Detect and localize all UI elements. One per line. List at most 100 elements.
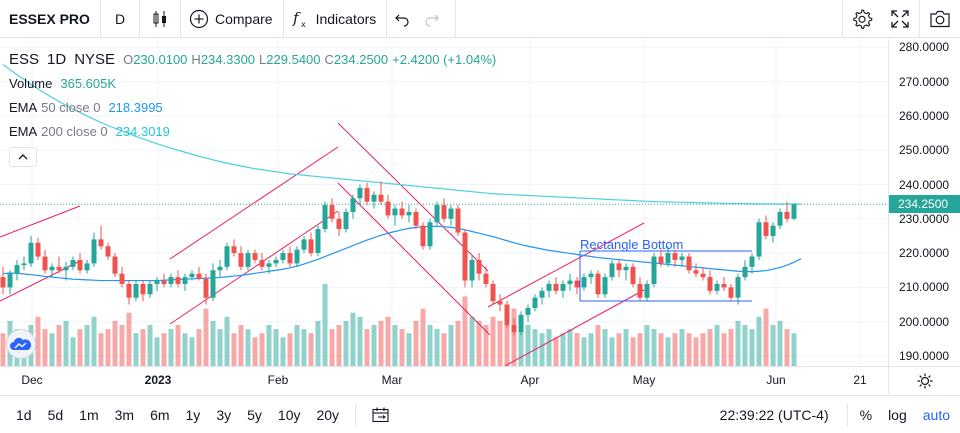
trendline[interactable] bbox=[337, 182, 491, 336]
auto-scale-toggle[interactable]: auto bbox=[922, 407, 950, 423]
candle-body[interactable] bbox=[672, 253, 678, 260]
candle-body[interactable] bbox=[406, 211, 412, 216]
legend-ema200-row[interactable]: EMA 200 close 0 234.3019 bbox=[9, 119, 500, 143]
trendline[interactable] bbox=[487, 222, 645, 308]
candle-body[interactable] bbox=[133, 283, 139, 298]
redo-button[interactable] bbox=[417, 0, 447, 38]
candle-body[interactable] bbox=[497, 301, 503, 305]
legend-collapse-button[interactable] bbox=[9, 147, 37, 167]
candle-body[interactable] bbox=[385, 201, 391, 216]
range-20y-button[interactable]: 20y bbox=[316, 406, 340, 423]
candle-body[interactable] bbox=[49, 266, 55, 271]
candle-body[interactable] bbox=[784, 211, 790, 219]
candle-body[interactable] bbox=[560, 283, 566, 291]
ema200-line[interactable] bbox=[2, 63, 802, 205]
candle-body[interactable] bbox=[119, 273, 125, 284]
candle-body[interactable] bbox=[287, 253, 293, 264]
candle-body[interactable] bbox=[490, 283, 496, 302]
chart-style-button[interactable] bbox=[140, 0, 180, 38]
candle-body[interactable] bbox=[735, 277, 741, 298]
candle-body[interactable] bbox=[707, 277, 713, 291]
candle-body[interactable] bbox=[455, 208, 461, 233]
candle-body[interactable] bbox=[203, 278, 209, 298]
candle-body[interactable] bbox=[168, 277, 174, 284]
candle-body[interactable] bbox=[147, 283, 153, 295]
candle-body[interactable] bbox=[364, 187, 370, 202]
candle-body[interactable] bbox=[182, 277, 188, 284]
range-5d-button[interactable]: 5d bbox=[47, 406, 64, 423]
candle-body[interactable] bbox=[266, 263, 272, 267]
price-axis[interactable]: 190.0000 200.0000 210.0000 220.0000 230.0000… bbox=[888, 39, 960, 366]
candle-body[interactable] bbox=[525, 307, 531, 315]
candle-body[interactable] bbox=[189, 273, 195, 278]
candle-body[interactable] bbox=[126, 283, 132, 298]
trendline[interactable] bbox=[504, 289, 645, 366]
price-chart[interactable] bbox=[0, 39, 888, 366]
candle-body[interactable] bbox=[35, 242, 41, 257]
candle-body[interactable] bbox=[441, 205, 447, 219]
candle-body[interactable] bbox=[700, 273, 706, 278]
candle-body[interactable] bbox=[616, 263, 622, 271]
range-1m-button[interactable]: 1m bbox=[79, 406, 99, 423]
candle-body[interactable] bbox=[245, 253, 251, 267]
candle-body[interactable] bbox=[679, 256, 685, 260]
candle-body[interactable] bbox=[756, 222, 762, 257]
candle-body[interactable] bbox=[70, 259, 76, 267]
candle-body[interactable] bbox=[539, 290, 545, 298]
candle-body[interactable] bbox=[651, 256, 657, 284]
candle-body[interactable] bbox=[476, 259, 482, 274]
candle-body[interactable] bbox=[721, 283, 727, 288]
candle-body[interactable] bbox=[77, 259, 83, 271]
compare-button[interactable]: Compare bbox=[181, 0, 283, 38]
candle-body[interactable] bbox=[357, 187, 363, 199]
fullscreen-button[interactable] bbox=[881, 0, 919, 38]
candle-body[interactable] bbox=[714, 283, 720, 291]
candle-body[interactable] bbox=[770, 225, 776, 236]
settings-button[interactable] bbox=[843, 0, 881, 38]
candle-body[interactable] bbox=[154, 280, 160, 284]
interval-button[interactable]: D bbox=[114, 10, 126, 27]
candle-body[interactable] bbox=[392, 208, 398, 216]
trendline[interactable] bbox=[0, 205, 81, 238]
candle-body[interactable] bbox=[259, 259, 265, 267]
candle-body[interactable] bbox=[728, 287, 734, 298]
legend-volume-row[interactable]: Volume 365.605K bbox=[9, 71, 500, 95]
candle-body[interactable] bbox=[637, 283, 643, 298]
candle-body[interactable] bbox=[742, 266, 748, 278]
candle-body[interactable] bbox=[602, 277, 608, 295]
trendline[interactable] bbox=[169, 210, 339, 325]
candle-body[interactable] bbox=[532, 297, 538, 308]
candle-body[interactable] bbox=[14, 265, 20, 274]
candle-body[interactable] bbox=[609, 263, 615, 278]
candle-body[interactable] bbox=[462, 232, 468, 281]
candle-body[interactable] bbox=[294, 249, 300, 264]
candle-body[interactable] bbox=[644, 283, 650, 298]
timezone-clock[interactable]: 22:39:22 (UTC-4) bbox=[719, 407, 829, 423]
candle-body[interactable] bbox=[623, 266, 629, 271]
candle-body[interactable] bbox=[301, 239, 307, 250]
candle-body[interactable] bbox=[749, 256, 755, 267]
indicators-button[interactable]: f x Indicators bbox=[284, 0, 387, 38]
range-1d-button[interactable]: 1d bbox=[16, 406, 32, 423]
candle-body[interactable] bbox=[448, 208, 454, 219]
candle-body[interactable] bbox=[595, 273, 601, 295]
candle-body[interactable] bbox=[273, 259, 279, 264]
percent-scale-toggle[interactable]: % bbox=[859, 407, 873, 423]
candle-body[interactable] bbox=[224, 246, 230, 267]
candle-body[interactable] bbox=[686, 256, 692, 271]
range-10y-button[interactable]: 10y bbox=[277, 406, 301, 423]
candle-body[interactable] bbox=[91, 239, 97, 264]
undo-button[interactable] bbox=[387, 0, 417, 38]
candle-body[interactable] bbox=[42, 256, 48, 271]
rectangle-label[interactable]: Rectangle Bottom bbox=[580, 237, 684, 252]
candle-body[interactable] bbox=[63, 266, 69, 271]
candle-body[interactable] bbox=[350, 198, 356, 212]
candle-body[interactable] bbox=[308, 239, 314, 254]
candle-body[interactable] bbox=[777, 211, 783, 226]
candle-body[interactable] bbox=[399, 208, 405, 216]
candle-body[interactable] bbox=[28, 242, 34, 264]
candle-body[interactable] bbox=[483, 273, 489, 284]
candle-body[interactable] bbox=[574, 280, 580, 288]
candle-body[interactable] bbox=[420, 225, 426, 247]
candle-body[interactable] bbox=[231, 246, 237, 254]
